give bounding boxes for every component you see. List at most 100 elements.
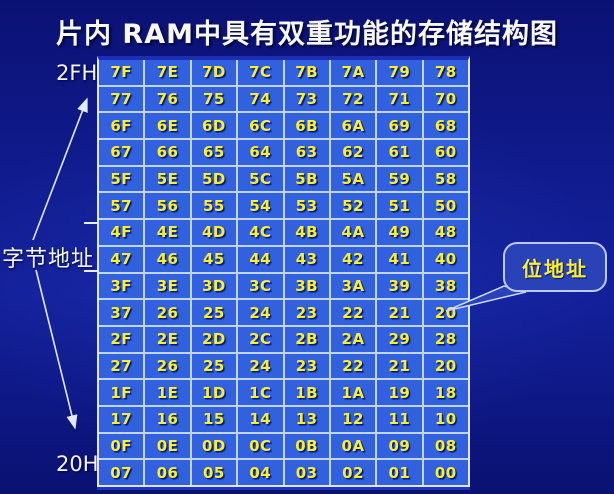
bit-cell: 44 — [238, 246, 283, 272]
bit-cell: 29 — [377, 326, 422, 352]
bit-cell: 02 — [330, 460, 376, 485]
bit-cell: 0F — [99, 433, 144, 459]
bit-address-callout: 位地址 — [503, 242, 607, 292]
byte-address-label: 字节地址 — [2, 247, 95, 272]
bit-cell: 7A — [330, 60, 376, 85]
bit-cell: 6D — [191, 113, 237, 139]
bit-cell: 05 — [191, 460, 237, 485]
bit-cell: 16 — [145, 406, 190, 432]
bit-cell: 6B — [284, 113, 329, 139]
page-title: 片内 RAM中具有双重功能的存储结构图 — [56, 19, 558, 50]
bit-cell: 22 — [330, 300, 376, 325]
bit-cell: 6F — [99, 113, 144, 139]
bit-cell: 09 — [377, 433, 422, 459]
bit-cell: 45 — [191, 246, 237, 272]
bit-cell: 73 — [284, 86, 329, 112]
bit-cell: 1E — [145, 380, 190, 405]
bit-cell: 40 — [423, 246, 468, 272]
bit-cell: 1B — [284, 380, 329, 405]
bit-cell: 48 — [423, 220, 468, 245]
bit-cell: 5A — [330, 166, 376, 192]
bit-cell: 3C — [238, 273, 283, 299]
bit-cell: 20 — [423, 300, 468, 325]
bit-cell: 1D — [191, 380, 237, 405]
bit-cell: 5B — [284, 166, 329, 192]
bit-cell: 17 — [99, 406, 144, 432]
bit-cell: 2C — [238, 326, 283, 352]
bit-cell: 5E — [145, 166, 190, 192]
bit-cell: 75 — [191, 86, 237, 112]
bit-cell: 77 — [99, 86, 144, 112]
bit-cell: 28 — [423, 326, 468, 352]
bit-cell: 37 — [99, 300, 144, 325]
bit-cell: 47 — [99, 246, 144, 272]
bit-cell: 4A — [330, 220, 376, 245]
bit-cell: 27 — [99, 353, 144, 379]
bit-cell: 42 — [330, 246, 376, 272]
bit-cell: 2E — [145, 326, 190, 352]
bit-cell: 2D — [191, 326, 237, 352]
bit-cell: 00 — [423, 460, 468, 485]
bit-cell: 23 — [284, 353, 329, 379]
bit-address-callout-label: 位地址 — [522, 256, 588, 281]
bit-cell: 2B — [284, 326, 329, 352]
bit-cell: 72 — [330, 86, 376, 112]
bit-cell: 78 — [423, 60, 468, 85]
bit-cell: 5F — [99, 166, 144, 192]
bit-cell: 03 — [284, 460, 329, 485]
bit-cell: 69 — [377, 113, 422, 139]
bit-cell: 1C — [238, 380, 283, 405]
bit-cell: 7B — [284, 60, 329, 85]
bit-cell: 56 — [145, 193, 190, 219]
bit-cell: 24 — [238, 300, 283, 325]
bit-cell: 51 — [377, 193, 422, 219]
bit-cell: 59 — [377, 166, 422, 192]
bit-cell: 65 — [191, 140, 237, 165]
bit-cell: 66 — [145, 140, 190, 165]
arrow-up-icon — [32, 97, 88, 241]
bit-cell: 67 — [99, 140, 144, 165]
bit-cell: 6C — [238, 113, 283, 139]
bit-cell: 53 — [284, 193, 329, 219]
bit-cell: 08 — [423, 433, 468, 459]
bit-cell: 14 — [238, 406, 283, 432]
bit-cell: 57 — [99, 193, 144, 219]
bit-cell: 70 — [423, 86, 468, 112]
bit-cell: 7F — [99, 60, 144, 85]
bit-cell: 23 — [284, 300, 329, 325]
bit-cell: 11 — [377, 406, 422, 432]
bit-cell: 68 — [423, 113, 468, 139]
bit-cell: 52 — [330, 193, 376, 219]
bit-cell: 38 — [423, 273, 468, 299]
bit-cell: 04 — [238, 460, 283, 485]
bit-cell: 01 — [377, 460, 422, 485]
bit-cell: 1F — [99, 380, 144, 405]
bit-cell: 25 — [191, 353, 237, 379]
bit-cell: 10 — [423, 406, 468, 432]
bit-cell: 26 — [145, 300, 190, 325]
bit-cell: 5D — [191, 166, 237, 192]
arrow-down-icon — [35, 269, 78, 430]
bit-cell: 0E — [145, 433, 190, 459]
bit-cell: 3D — [191, 273, 237, 299]
bit-cell: 46 — [145, 246, 190, 272]
bit-cell: 39 — [377, 273, 422, 299]
bit-cell: 79 — [377, 60, 422, 85]
bit-cell: 3A — [330, 273, 376, 299]
bit-cell: 5C — [238, 166, 283, 192]
bit-cell: 64 — [238, 140, 283, 165]
byte-address-top: 2FH — [56, 61, 98, 85]
bit-cell: 54 — [238, 193, 283, 219]
bit-cell: 12 — [330, 406, 376, 432]
bit-cell: 22 — [330, 353, 376, 379]
bit-cell: 0C — [238, 433, 283, 459]
bit-cell: 6E — [145, 113, 190, 139]
bit-cell: 49 — [377, 220, 422, 245]
bit-cell: 60 — [423, 140, 468, 165]
bit-address-table: 7F 7E 7D 7C 7B 7A 79 78 77 76 75 74 73 72 71 70 6F 6E 6D 6C… — [97, 56, 470, 487]
bit-cell: 4F — [99, 220, 144, 245]
bit-cell: 15 — [191, 406, 237, 432]
bit-cell: 2F — [99, 326, 144, 352]
bit-cell: 3F — [99, 273, 144, 299]
